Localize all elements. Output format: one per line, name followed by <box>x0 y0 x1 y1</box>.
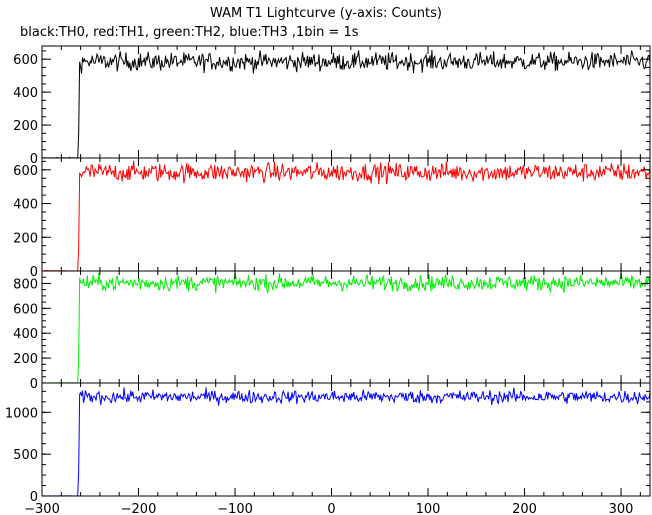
y-tick-label: 0 <box>30 265 38 280</box>
y-tick-label: 400 <box>13 86 38 101</box>
x-tick-label: 100 <box>416 502 441 515</box>
y-tick-label: 1000 <box>5 406 38 421</box>
y-tick-label: 0 <box>30 490 38 505</box>
y-tick-label: 800 <box>13 277 38 292</box>
series-line-th2 <box>41 271 651 384</box>
chart-title: WAM T1 Lightcurve (y-axis: Counts) <box>210 6 442 21</box>
y-tick-label: 500 <box>13 448 38 463</box>
y-tick-label: 0 <box>30 377 38 392</box>
y-tick-label: 600 <box>13 302 38 317</box>
series-line-th1 <box>41 160 651 272</box>
x-tick-label: −300 <box>24 502 60 515</box>
y-tick-label: 600 <box>13 53 38 68</box>
y-tick-label: 400 <box>13 198 38 213</box>
x-tick-label: 0 <box>327 502 335 515</box>
y-tick-label: 400 <box>13 327 38 342</box>
x-tick-label: −100 <box>217 502 253 515</box>
panel-frame-th3 <box>41 382 651 497</box>
y-tick-label: 600 <box>13 164 38 179</box>
x-tick-label: 300 <box>609 502 634 515</box>
y-tick-label: 200 <box>13 119 38 134</box>
chart-subtitle: black:TH0, red:TH1, green:TH2, blue:TH3 … <box>20 25 359 40</box>
y-tick-label: 200 <box>13 231 38 246</box>
series-line-th3 <box>41 387 651 497</box>
x-tick-label: 200 <box>512 502 537 515</box>
y-tick-label: 200 <box>13 352 38 367</box>
series-line-th0 <box>41 49 651 159</box>
x-tick-label: −200 <box>121 502 157 515</box>
panel-frame-th2 <box>41 270 651 384</box>
y-tick-label: 0 <box>30 152 38 167</box>
